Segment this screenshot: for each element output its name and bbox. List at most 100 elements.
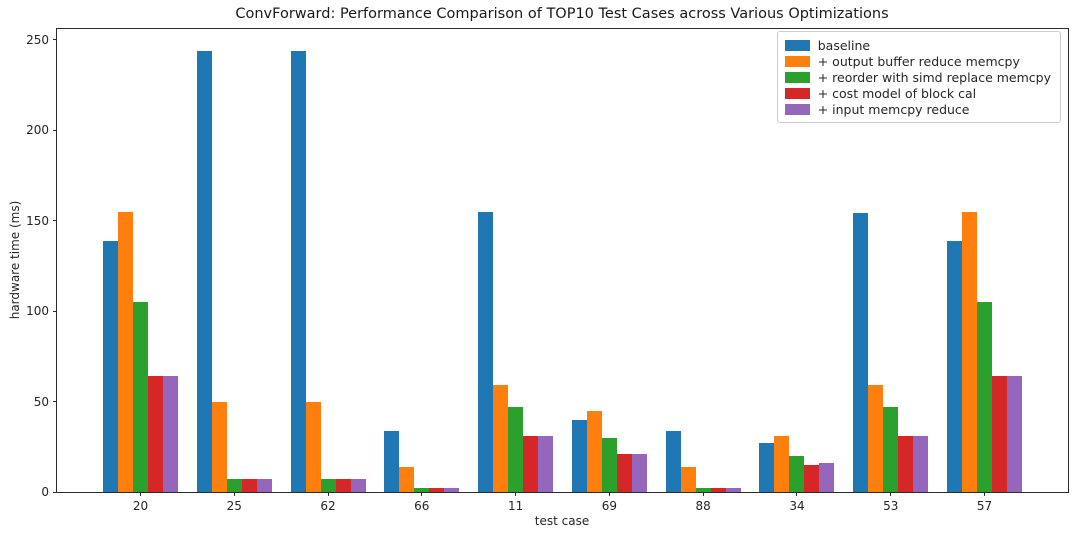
x-tick-label: 53 bbox=[883, 499, 899, 513]
bar-53-series0 bbox=[853, 213, 869, 492]
bar-88-series2 bbox=[695, 488, 711, 492]
x-tick-label: 62 bbox=[320, 499, 336, 513]
legend-item: + output buffer reduce memcpy bbox=[784, 53, 1051, 69]
bar-34-series2 bbox=[789, 455, 805, 492]
x-tick-mark bbox=[515, 492, 517, 496]
y-tick-mark bbox=[53, 491, 57, 493]
legend-label: baseline bbox=[817, 37, 871, 53]
bar-25-series4 bbox=[256, 479, 272, 492]
bar-69-series2 bbox=[601, 437, 617, 492]
y-tick-label: 150 bbox=[26, 213, 49, 228]
bar-20-series3 bbox=[147, 376, 163, 492]
y-tick-mark bbox=[53, 401, 57, 403]
x-tick-label: 11 bbox=[507, 499, 524, 513]
bar-66-series4 bbox=[444, 488, 460, 492]
legend: baseline + output buffer reduce memcpy + r… bbox=[776, 31, 1061, 123]
x-tick-label: 69 bbox=[601, 499, 618, 513]
y-tick-label: 100 bbox=[26, 304, 49, 319]
bar-11-series2 bbox=[508, 407, 524, 492]
y-axis-label: hardware time (ms) bbox=[8, 200, 22, 320]
bar-11-series3 bbox=[523, 435, 539, 492]
legend-swatch bbox=[784, 103, 810, 115]
bar-25-series0 bbox=[196, 50, 212, 492]
y-tick-mark bbox=[53, 220, 57, 222]
bar-62-series2 bbox=[320, 479, 336, 492]
bar-88-series1 bbox=[680, 466, 696, 492]
bar-62-series0 bbox=[290, 50, 306, 492]
x-tick-mark bbox=[233, 492, 235, 496]
y-tick-mark bbox=[53, 129, 57, 131]
y-tick-label: 50 bbox=[33, 394, 49, 409]
bar-57-series1 bbox=[962, 211, 978, 492]
y-tick-label: 200 bbox=[26, 123, 49, 138]
bar-66-series2 bbox=[414, 488, 430, 492]
legend-item: baseline bbox=[784, 37, 1051, 53]
bar-69-series3 bbox=[616, 454, 632, 492]
x-tick-mark bbox=[984, 492, 986, 496]
bar-57-series3 bbox=[992, 376, 1008, 492]
y-tick-mark bbox=[53, 310, 57, 312]
bar-88-series0 bbox=[665, 430, 681, 492]
bar-66-series0 bbox=[384, 430, 400, 492]
bar-25-series2 bbox=[226, 479, 242, 492]
bar-53-series4 bbox=[913, 435, 929, 492]
x-tick-mark bbox=[890, 492, 892, 496]
legend-swatch bbox=[784, 55, 810, 67]
y-tick-label: 0 bbox=[41, 485, 49, 499]
bar-69-series1 bbox=[586, 410, 602, 492]
bar-69-series0 bbox=[571, 419, 587, 492]
x-tick-label: 57 bbox=[976, 499, 993, 513]
bar-53-series1 bbox=[868, 385, 884, 492]
legend-item: + input memcpy reduce bbox=[784, 101, 1051, 117]
bar-11-series1 bbox=[493, 385, 509, 492]
bar-57-series0 bbox=[947, 240, 963, 492]
legend-swatch bbox=[784, 87, 810, 99]
legend-swatch bbox=[784, 39, 810, 51]
bar-88-series4 bbox=[725, 488, 741, 492]
legend-label: + input memcpy reduce bbox=[817, 101, 970, 117]
bar-57-series4 bbox=[1007, 376, 1023, 492]
bar-53-series2 bbox=[883, 407, 899, 492]
legend-label: + cost model of block cal bbox=[817, 85, 977, 101]
x-tick-mark bbox=[796, 492, 798, 496]
legend-swatch bbox=[784, 71, 810, 83]
x-tick-mark bbox=[327, 492, 329, 496]
x-tick-mark bbox=[139, 492, 141, 496]
bar-69-series4 bbox=[631, 454, 647, 492]
bar-66-series3 bbox=[429, 488, 445, 492]
bar-34-series4 bbox=[819, 463, 835, 492]
y-tick-mark bbox=[53, 39, 57, 41]
x-tick-label: 20 bbox=[132, 499, 149, 513]
x-tick-label: 34 bbox=[789, 499, 805, 513]
bar-20-series1 bbox=[117, 211, 133, 492]
x-tick-label: 88 bbox=[695, 499, 711, 513]
bar-20-series4 bbox=[162, 376, 178, 492]
bar-53-series3 bbox=[898, 435, 914, 492]
bar-34-series0 bbox=[759, 443, 775, 492]
bar-11-series0 bbox=[478, 211, 494, 492]
x-tick-label: 66 bbox=[414, 499, 430, 513]
legend-item: + reorder with simd replace memcpy bbox=[784, 69, 1051, 85]
plot-area: baseline + output buffer reduce memcpy + r… bbox=[26, 28, 1069, 513]
bar-20-series0 bbox=[102, 240, 118, 492]
x-tick-mark bbox=[608, 492, 610, 496]
legend-label: + reorder with simd replace memcpy bbox=[817, 69, 1051, 85]
bar-25-series1 bbox=[211, 401, 227, 492]
bar-62-series1 bbox=[305, 401, 321, 492]
x-tick-label: 25 bbox=[226, 499, 242, 513]
x-tick-mark bbox=[702, 492, 704, 496]
bar-11-series4 bbox=[538, 435, 554, 492]
bar-20-series2 bbox=[132, 302, 148, 492]
bar-66-series1 bbox=[399, 466, 415, 492]
bar-25-series3 bbox=[241, 479, 257, 492]
legend-item: + cost model of block cal bbox=[784, 85, 1051, 101]
bar-88-series3 bbox=[710, 488, 726, 492]
y-tick-label: 250 bbox=[26, 32, 49, 47]
chart-title: ConvForward: Performance Comparison of T… bbox=[235, 6, 889, 22]
x-axis-label: test case bbox=[534, 514, 590, 528]
bar-34-series1 bbox=[774, 435, 790, 492]
legend-label: + output buffer reduce memcpy bbox=[817, 53, 1020, 69]
bar-34-series3 bbox=[804, 464, 820, 492]
x-tick-mark bbox=[421, 492, 423, 496]
